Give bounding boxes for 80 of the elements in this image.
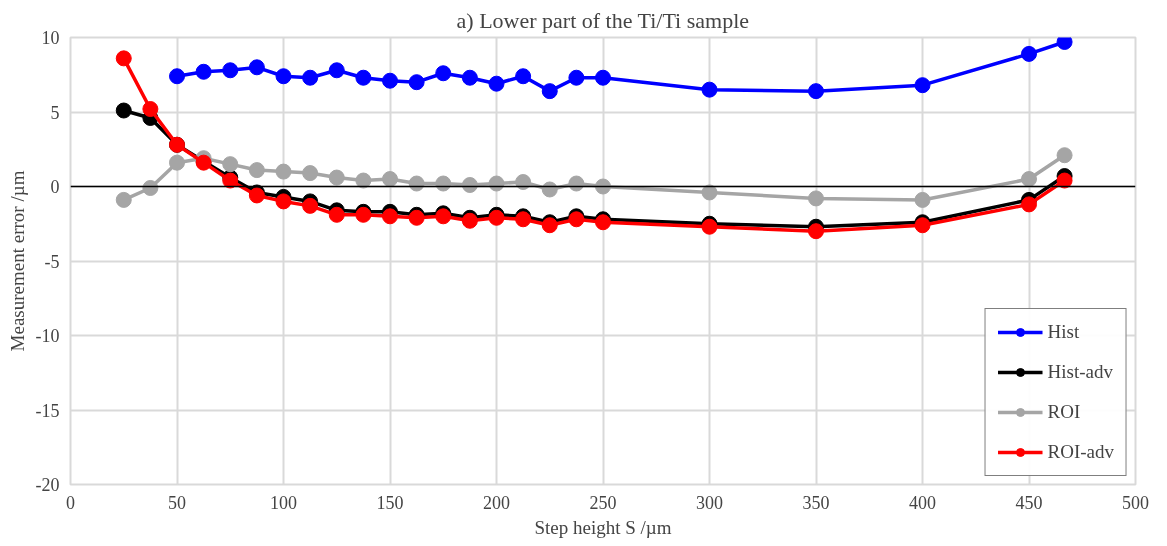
x-tick-label: 400 (909, 492, 936, 513)
point (1056, 172, 1073, 189)
y-tick-label: 10 (41, 28, 60, 48)
x-tick-label: 100 (270, 492, 297, 513)
x-tick-label: 0 (66, 492, 75, 513)
point (461, 69, 478, 86)
point (595, 69, 611, 86)
legend-label: ROI (1047, 401, 1081, 423)
point (808, 83, 824, 100)
point (701, 81, 718, 98)
point (142, 101, 159, 118)
point (515, 68, 532, 85)
point (328, 169, 345, 186)
point (115, 50, 132, 67)
point (701, 184, 718, 201)
point (914, 191, 931, 208)
x-tick-label: 200 (483, 492, 510, 513)
point (808, 190, 824, 207)
point (169, 68, 185, 85)
y-tick-label: -5 (44, 251, 60, 272)
point (355, 172, 372, 189)
point (461, 177, 478, 193)
point (1056, 37, 1073, 50)
point (142, 180, 159, 196)
point (808, 223, 824, 240)
point (568, 175, 585, 192)
y-tick-label: -20 (35, 475, 60, 495)
point (1021, 171, 1037, 188)
point (515, 174, 532, 191)
point (382, 208, 398, 225)
point (408, 74, 425, 91)
x-tick-label: 300 (696, 492, 723, 513)
point (115, 191, 132, 208)
point (115, 102, 132, 119)
point (541, 181, 558, 198)
point (541, 83, 558, 100)
y-tick-label: -15 (35, 400, 60, 421)
point (248, 59, 265, 76)
point (302, 197, 319, 214)
legend-label: ROI-adv (1047, 441, 1114, 463)
point (222, 62, 239, 79)
x-axis-title: Step height S /µm (534, 516, 672, 538)
point (408, 175, 425, 192)
legend-label: Hist (1047, 321, 1080, 343)
y-tick-label: 5 (50, 102, 60, 123)
point (328, 206, 345, 223)
point (302, 69, 319, 86)
x-tick-label: 250 (589, 492, 617, 513)
y-axis-title: Measurement error /µm (6, 170, 28, 352)
x-tick-label: 150 (376, 492, 404, 513)
point (488, 75, 505, 92)
point (488, 175, 505, 192)
point (382, 171, 398, 188)
point (195, 63, 212, 80)
x-tick-label: 500 (1122, 492, 1149, 513)
legend-label: Hist-adv (1047, 361, 1113, 383)
point (275, 193, 292, 210)
point (1021, 45, 1037, 62)
point (595, 178, 611, 195)
point (568, 69, 585, 86)
point (355, 69, 372, 86)
point (328, 62, 345, 79)
point (275, 163, 292, 180)
x-tick-label: 350 (802, 492, 830, 513)
point (275, 68, 292, 85)
point (169, 154, 185, 171)
point (382, 72, 398, 89)
point (1021, 196, 1037, 213)
point (222, 156, 239, 173)
point (302, 165, 319, 182)
point (248, 162, 265, 179)
y-tick-label: -10 (35, 326, 60, 346)
y-tick-label: 0 (50, 177, 60, 197)
point (435, 175, 452, 192)
x-tick-label: 50 (168, 492, 186, 513)
point (1056, 147, 1073, 164)
chart-title: a) Lower part of the Ti/Ti sample (456, 7, 750, 33)
x-tick-label: 450 (1015, 492, 1043, 513)
point (435, 65, 452, 82)
point (914, 77, 931, 94)
